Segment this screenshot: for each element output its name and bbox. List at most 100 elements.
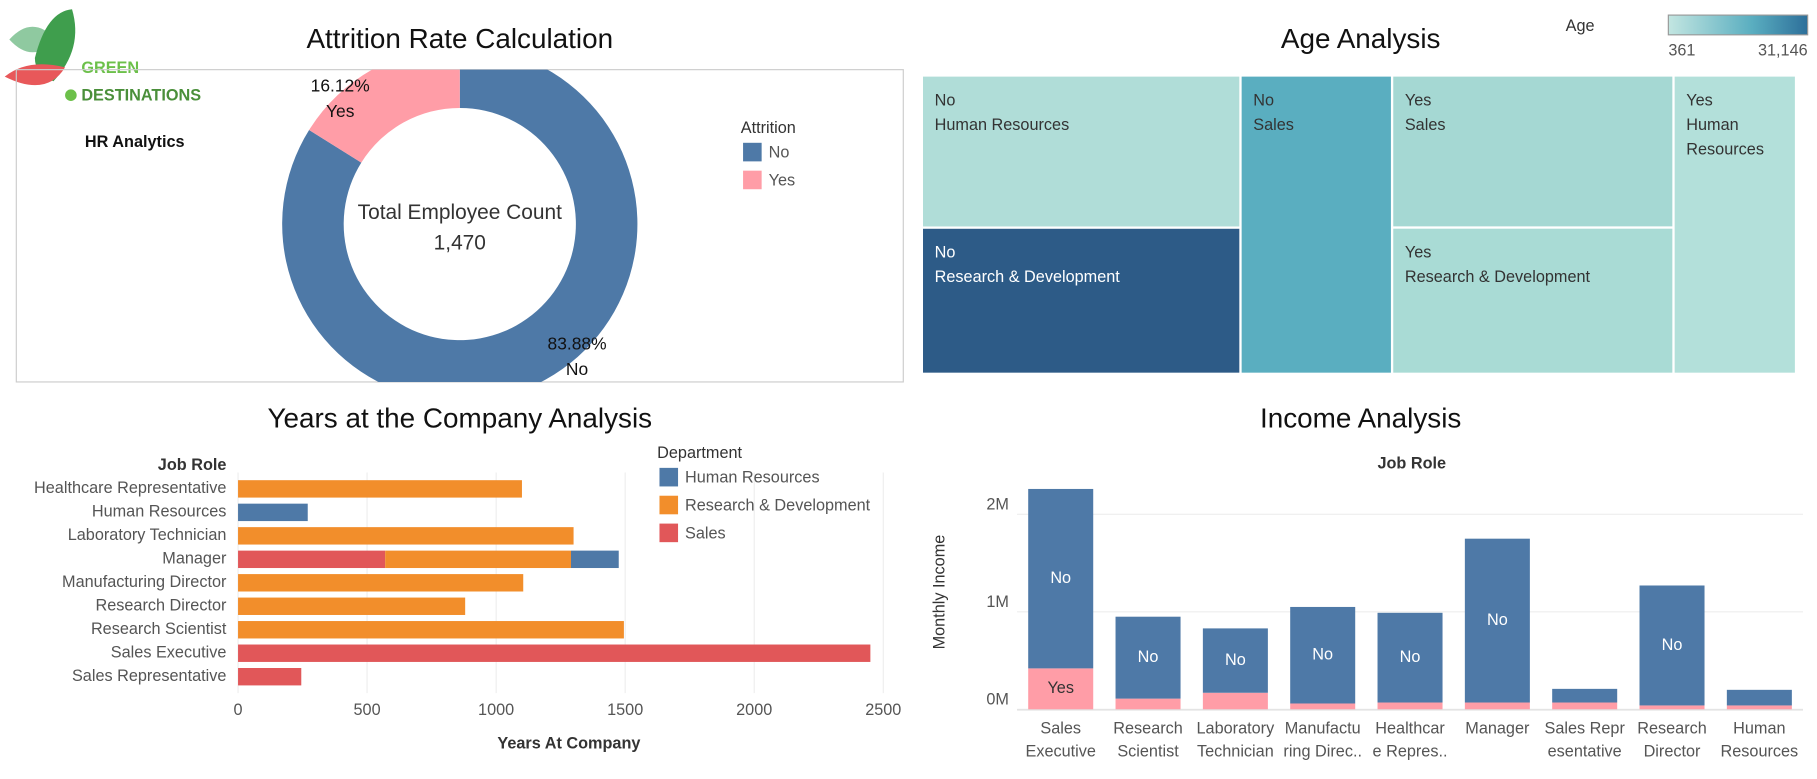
y-tick-label: Manufacturing Director: [62, 573, 227, 591]
bar: [238, 574, 524, 592]
x-axis-header: Job Role: [1377, 455, 1446, 473]
x-tick-label: Research: [1637, 719, 1707, 737]
y-tick-label: Sales Executive: [111, 644, 227, 662]
x-tick-label: Laboratory: [1197, 719, 1276, 737]
y-tick-label: 1M: [986, 593, 1009, 611]
treemap-cell: [1241, 76, 1391, 373]
colorbar: [1667, 14, 1809, 36]
bar: [1028, 668, 1094, 710]
logo-leaf: [34, 9, 76, 82]
y-tick-label: Research Director: [95, 597, 227, 615]
treemap-label: No Sales: [1253, 91, 1294, 134]
panel-border: [15, 69, 904, 383]
bar: [1552, 702, 1618, 710]
x-tick-label: Sales Repr: [1544, 719, 1625, 737]
legend-swatch: [743, 170, 762, 190]
x-tick-label: esentative: [1548, 743, 1622, 761]
x-tick-label: 1500: [607, 701, 643, 719]
data-label: No: [1400, 648, 1421, 666]
bar: [570, 550, 619, 569]
bar: [1464, 702, 1530, 710]
bar: [238, 597, 466, 615]
data-label: 16.12%: [311, 76, 370, 96]
y-tick-label: 0M: [986, 690, 1009, 708]
treemap-label: Yes Research & Development: [1404, 242, 1590, 286]
x-axis-title: Years At Company: [497, 734, 640, 752]
treemap-attrition: Yes: [1686, 90, 1713, 110]
legend-label: Research & Development: [685, 496, 871, 514]
data-label: No: [1662, 636, 1683, 654]
data-label: No: [566, 359, 588, 379]
treemap-label: Yes Sales: [1404, 90, 1446, 134]
y-axis-header: Job Role: [158, 456, 227, 474]
treemap-department: Sales: [1253, 114, 1294, 134]
y-axis-title: Monthly Income: [931, 535, 949, 650]
bar: [1726, 689, 1792, 706]
treemap-attrition: Yes: [1404, 242, 1432, 262]
colorbar-tick-label: 361: [1668, 41, 1695, 59]
x-tick-label: Scientist: [1117, 743, 1179, 761]
legend-title: Department: [657, 444, 742, 462]
y-tick-label: Human Resources: [92, 503, 227, 521]
legend-label: Yes: [769, 171, 796, 189]
x-tick-label: Research: [1113, 719, 1183, 737]
treemap-department: Human Resources: [934, 114, 1070, 134]
center-label: Total Employee Count: [358, 201, 562, 224]
legend-title: Attrition: [741, 119, 796, 137]
treemap-label: Yes Human Resources: [1686, 90, 1764, 158]
bar: [1290, 703, 1356, 710]
x-tick-label: Resources: [1721, 743, 1799, 761]
data-label: Yes: [1047, 679, 1074, 697]
logo-text: DESTINATIONS: [81, 87, 201, 105]
x-tick-label: Healthcar: [1375, 719, 1445, 737]
bar: [1115, 698, 1181, 710]
legend-swatch: [659, 523, 679, 543]
colorbar-tick-label: 31,146: [1758, 41, 1808, 59]
bar: [1552, 688, 1618, 703]
treemap-attrition: Yes: [1404, 90, 1432, 110]
data-label: No: [1312, 646, 1333, 664]
x-tick-label: 500: [354, 701, 381, 719]
treemap-label: No Research & Development: [934, 243, 1120, 286]
bar: [1202, 628, 1268, 693]
y-tick-label: Laboratory Technician: [68, 526, 227, 544]
treemap-cell: [1674, 76, 1795, 373]
donut: [282, 69, 638, 382]
chart-title: Income Analysis: [1260, 403, 1461, 434]
bar: [238, 527, 574, 545]
legend-swatch: [659, 495, 679, 515]
logo: GREEN DESTINATIONS HR Analytics: [4, 9, 201, 151]
data-label: No: [1487, 611, 1508, 629]
x-tick-label: Executive: [1025, 743, 1095, 761]
y-tick-label: Healthcare Representative: [34, 479, 226, 497]
x-tick-label: Human: [1733, 719, 1785, 737]
dashboard-subtitle: HR Analytics: [85, 133, 185, 151]
y-tick-label: 2M: [986, 495, 1009, 513]
bar: [1464, 538, 1530, 703]
treemap-department: Research & Development: [934, 267, 1120, 286]
donut-slice: [309, 69, 460, 163]
bar: [238, 480, 522, 498]
x-tick-label: Manager: [1465, 719, 1530, 737]
bar: [238, 621, 624, 639]
bar: [238, 667, 302, 686]
bar: [385, 550, 571, 569]
legend-label: No: [769, 144, 790, 162]
bar: [1639, 705, 1705, 710]
donut-slice: [282, 69, 638, 382]
y-tick-label: Manager: [162, 550, 227, 568]
y-tick-label: Research Scientist: [91, 620, 227, 638]
bar: [1202, 692, 1268, 710]
logo-dot: [65, 89, 77, 102]
data-label: 83.88%: [548, 333, 607, 353]
x-tick-label: e Repres..: [1373, 743, 1448, 761]
x-tick-label: Director: [1644, 743, 1701, 761]
data-label: No: [1138, 648, 1159, 666]
bar: [238, 644, 871, 662]
bar: [1028, 488, 1094, 669]
x-tick-label: 1000: [478, 701, 514, 719]
legend-swatch: [743, 142, 762, 162]
